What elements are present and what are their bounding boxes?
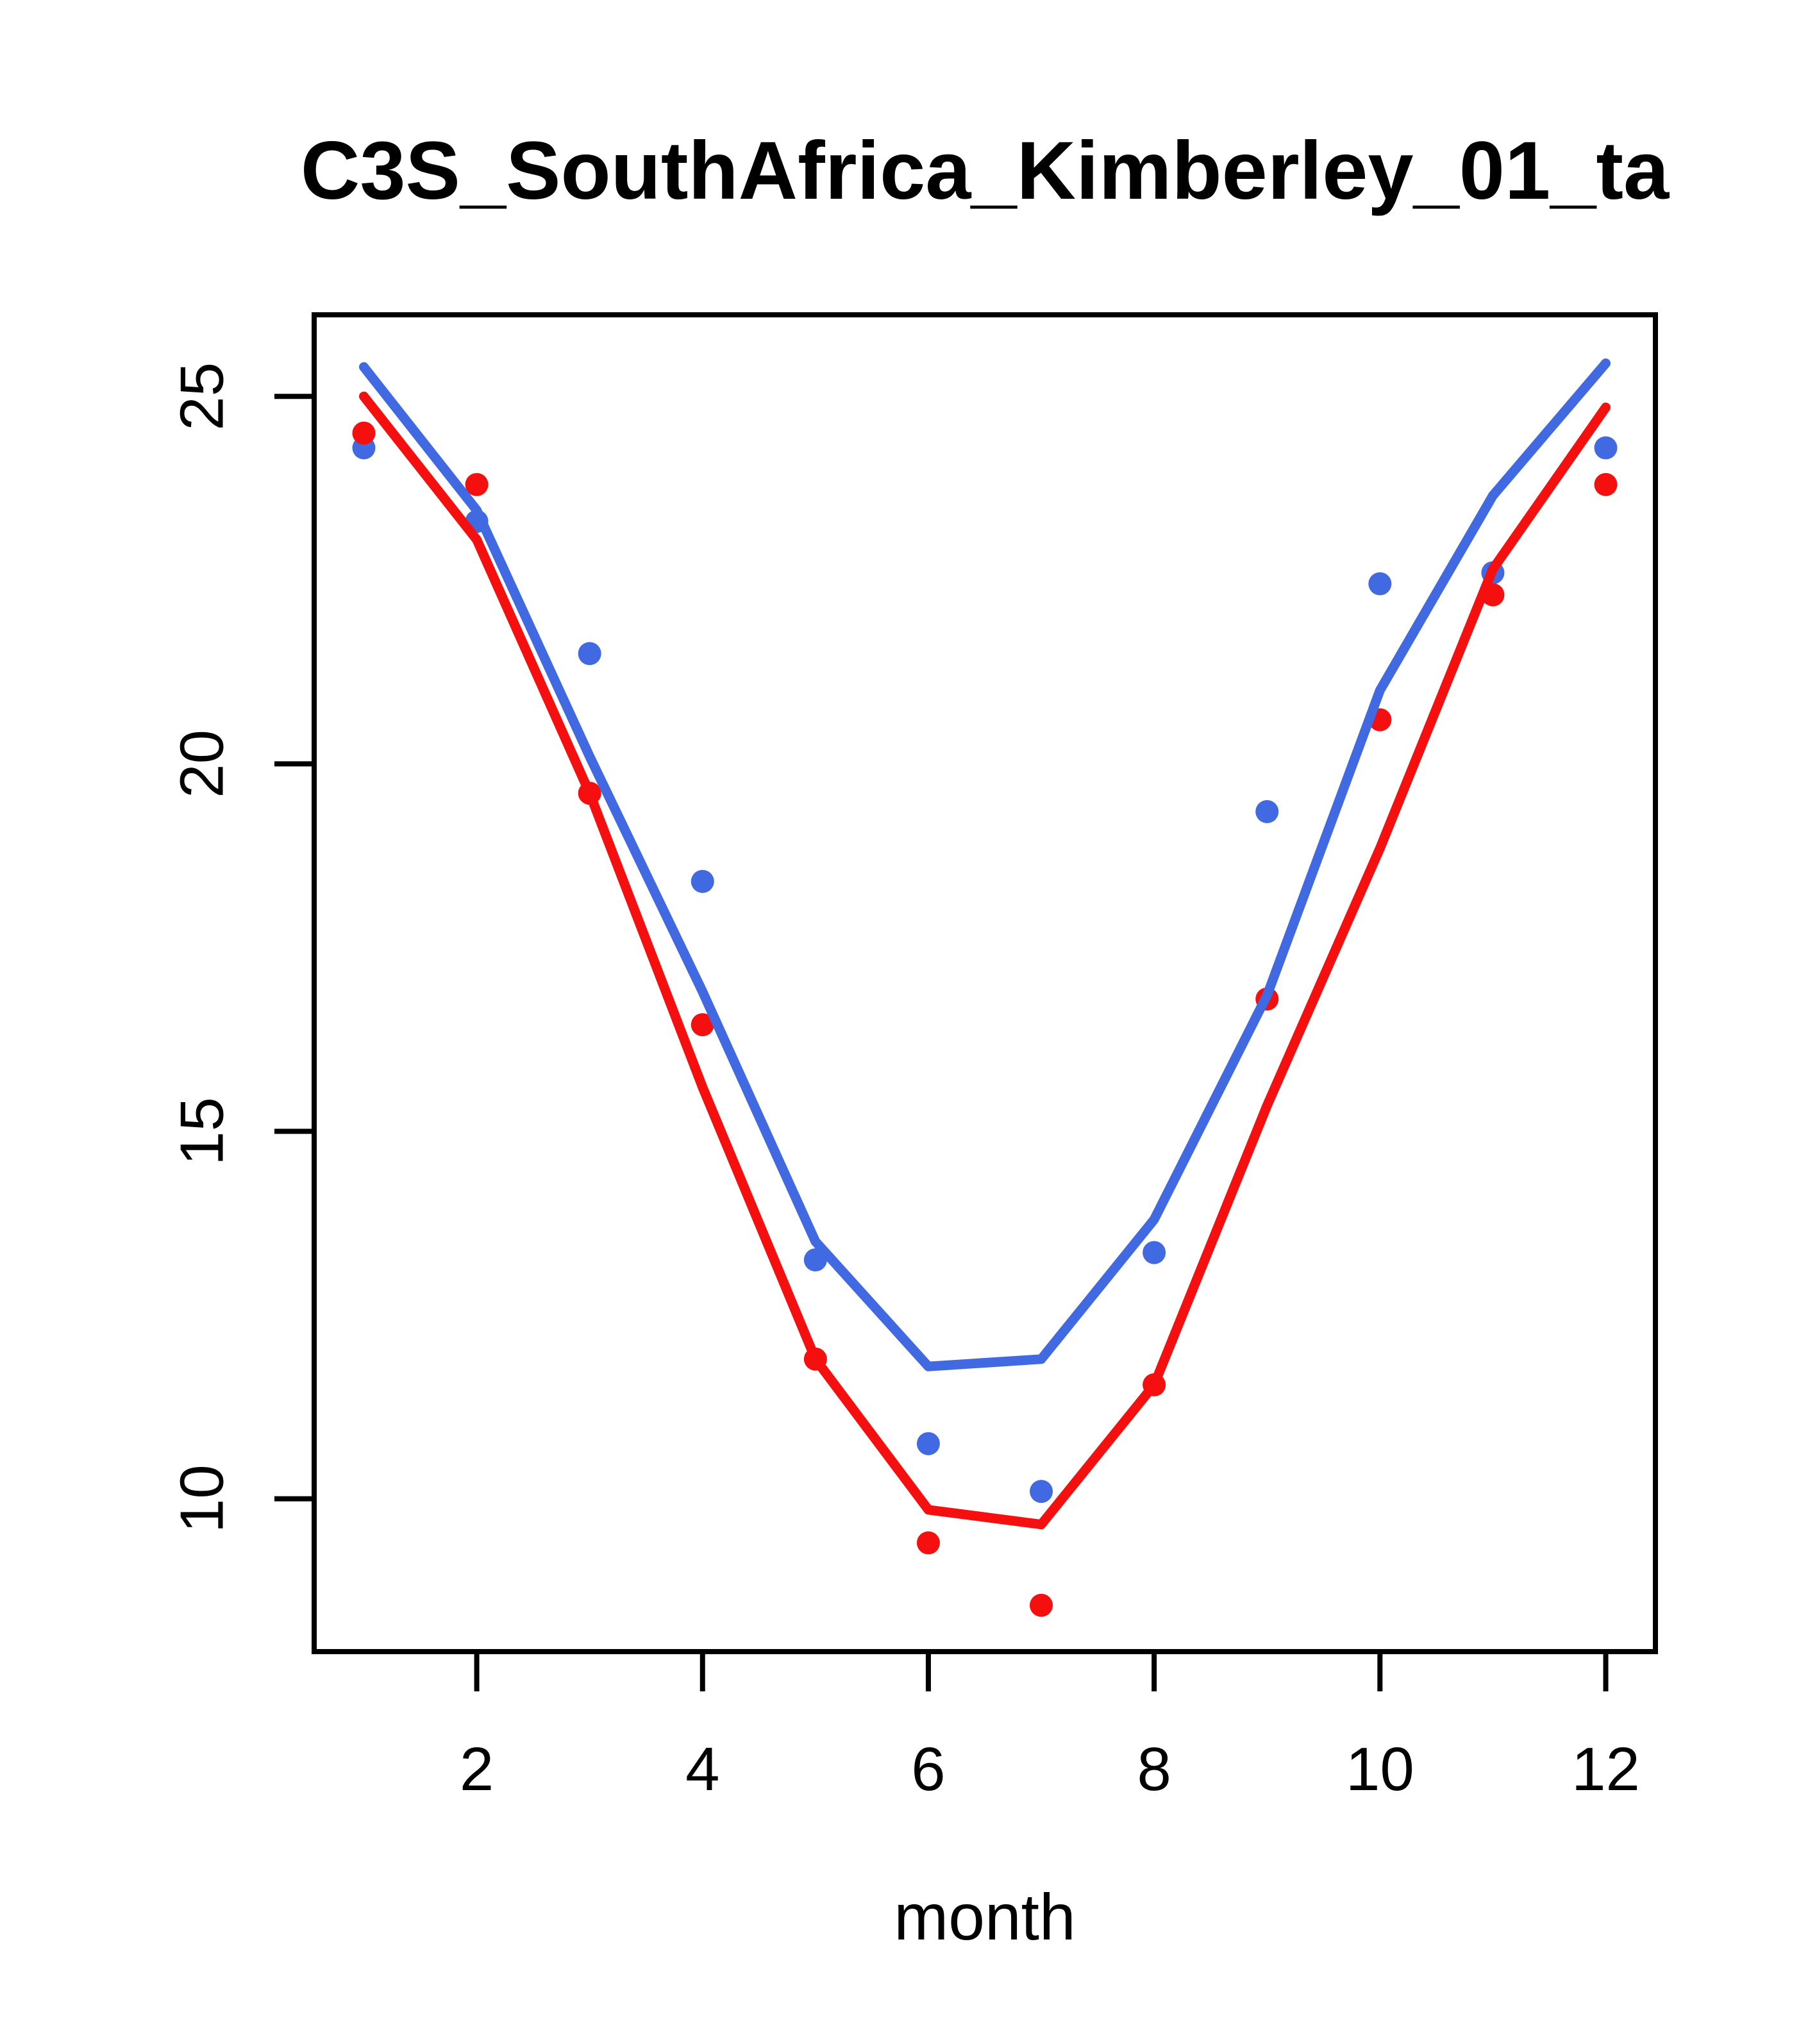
y-tick-label: 15 [168,1097,237,1166]
data-point [1030,1480,1053,1504]
y-tick-label: 20 [168,730,237,798]
x-tick-label: 2 [460,1735,494,1804]
y-tick-label: 25 [168,362,237,431]
x-axis-label: month [894,1881,1076,1954]
y-axis-ticks [274,394,314,1502]
x-tick-label: 12 [1571,1735,1640,1804]
series-layer [352,358,1618,1617]
data-point [1594,436,1618,460]
reference-red-line [358,391,1611,1530]
observed-blue-points [352,436,1618,1504]
x-axis-tick-labels: 2 4 6 8 10 12 [460,1735,1640,1804]
data-point [1368,572,1392,596]
plot-box [312,312,1658,1654]
data-point [1143,1241,1166,1264]
data-point [691,869,714,893]
data-point [916,1432,940,1455]
data-point [578,642,601,666]
x-tick-label: 10 [1346,1735,1414,1804]
x-tick-label: 8 [1137,1735,1171,1804]
y-tick-label: 10 [168,1464,237,1533]
reference-blue-line [358,358,1611,1371]
data-point [1030,1593,1053,1617]
series-line [358,358,1611,1371]
y-axis-tick-labels: 10 15 20 25 [168,362,237,1533]
data-point [691,1013,714,1037]
x-tick-label: 6 [911,1735,945,1804]
data-point [916,1531,940,1555]
data-point [1255,800,1279,823]
x-tick-label: 4 [685,1735,719,1804]
x-axis-ticks [474,1652,1609,1691]
data-point [1594,473,1618,496]
page-title: C3S_SouthAfrica_Kimberley_01_ta [301,125,1670,217]
data-point [465,473,489,496]
series-line [358,391,1611,1530]
data-point [352,421,376,445]
